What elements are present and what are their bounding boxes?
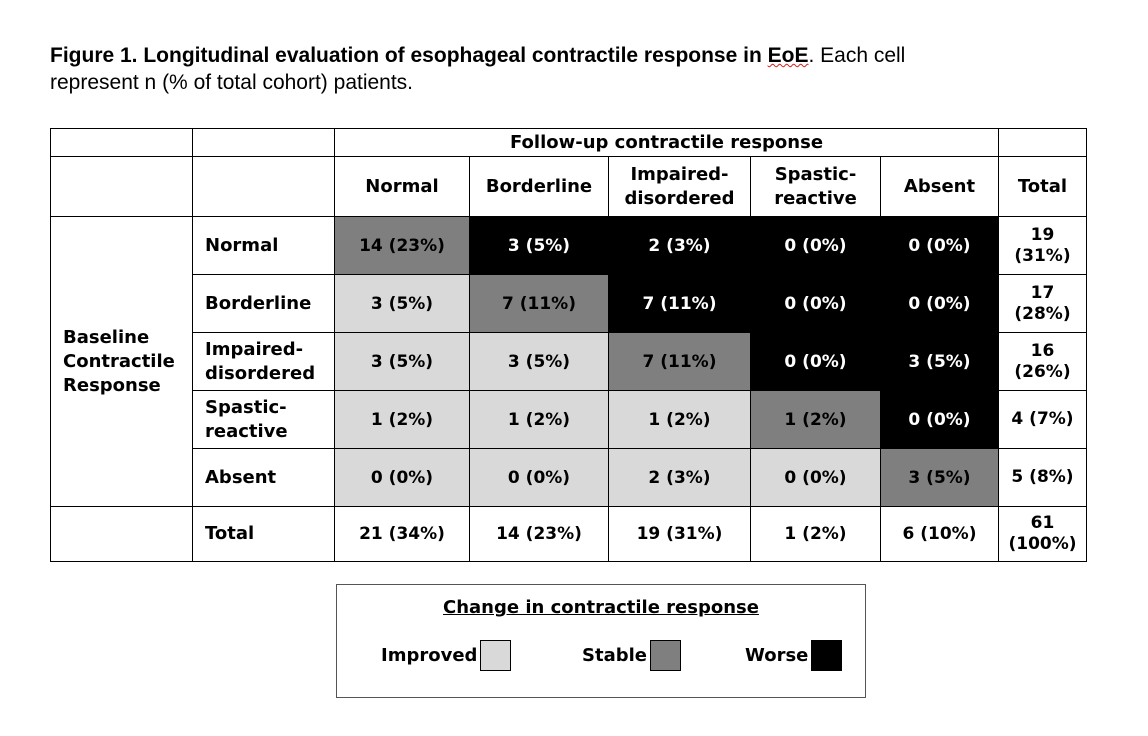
data-cell: 0 (0%): [880, 216, 999, 275]
table-row: Baseline Contractile Response Normal 14 (2…: [50, 216, 1087, 507]
table-row: Spastic-reactive 1 (2%) 1 (2%) 1 (2%) 1 (2%)…: [51, 390, 1087, 449]
row-total: 16 (26%): [998, 332, 1087, 391]
table-row: Impaired-disordered 3 (5%) 3 (5%) 7 (11%) 0 …: [51, 332, 1087, 391]
data-cell: 7 (11%): [469, 274, 609, 333]
data-cell: 2 (3%): [608, 216, 751, 275]
data-cell: 1 (2%): [469, 390, 609, 449]
column-total: 19 (31%): [608, 506, 751, 562]
row-total: 19 (31%): [998, 216, 1087, 275]
data-cell: 0 (0%): [880, 274, 999, 333]
caption-rest-line1: . Each cell: [808, 44, 906, 67]
column-total: 21 (34%): [334, 506, 470, 562]
data-cell: 7 (11%): [608, 332, 751, 391]
grand-total: 61 (100%): [998, 506, 1087, 562]
data-cell: 0 (0%): [750, 274, 881, 333]
caption-rest-line2: represent n (% of total cohort) patients…: [50, 71, 414, 94]
followup-header: Follow-up contractile response: [334, 128, 999, 157]
totals-row: Total 21 (34%) 14 (23%) 19 (31%) 1 (2%) 6 (10…: [50, 506, 1087, 562]
data-cell: 0 (0%): [880, 390, 999, 449]
totals-label: Total: [192, 506, 335, 562]
data-cell: 3 (5%): [469, 216, 609, 275]
figure-caption: Figure 1. Longitudinal evaluation of eso…: [50, 42, 1110, 96]
col-header-impaired-disordered: Impaired-disordered: [608, 156, 751, 217]
data-cell: 0 (0%): [750, 448, 881, 507]
column-total: 14 (23%): [469, 506, 609, 562]
caption-eoe: EoE: [767, 44, 809, 67]
row-total: 4 (7%): [998, 390, 1087, 449]
legend-box: Change in contractile response Improved …: [336, 584, 866, 698]
table-row: Borderline 3 (5%) 7 (11%) 7 (11%) 0 (0%) 0 (0…: [51, 274, 1087, 333]
col-header-total: Total: [998, 156, 1087, 217]
legend-swatch-stable: [649, 640, 681, 671]
legend-swatch-improved: [480, 640, 512, 671]
baseline-label: Baseline Contractile Response: [50, 216, 193, 507]
column-total: 1 (2%): [750, 506, 881, 562]
column-total: 6 (10%): [880, 506, 999, 562]
data-cell: 0 (0%): [334, 448, 470, 507]
row-total: 17 (28%): [998, 274, 1087, 333]
legend-title: Change in contractile response: [443, 597, 759, 618]
row-label-impaired-disordered: Impaired-disordered: [192, 332, 335, 391]
legend-label-improved: Improved: [381, 645, 478, 666]
data-cell: 14 (23%): [334, 216, 470, 275]
legend-item-worse: Worse: [745, 640, 843, 671]
legend-item-improved: Improved: [381, 640, 512, 671]
data-cell: 3 (5%): [469, 332, 609, 391]
legend-item-stable: Stable: [582, 640, 681, 671]
legend-label-stable: Stable: [582, 645, 647, 666]
data-cell: 1 (2%): [750, 390, 881, 449]
row-label-spastic-reactive: Spastic-reactive: [192, 390, 335, 449]
row-label-normal: Normal: [192, 216, 335, 275]
table-row: Absent 0 (0%) 0 (0%) 2 (3%) 0 (0%) 3 (5%) 5 (8…: [51, 448, 1087, 507]
data-cell: 3 (5%): [880, 448, 999, 507]
legend-label-worse: Worse: [745, 645, 809, 666]
data-cell: 3 (5%): [334, 332, 470, 391]
data-cell: 1 (2%): [608, 390, 751, 449]
data-cell: 3 (5%): [334, 274, 470, 333]
data-cell: 0 (0%): [469, 448, 609, 507]
row-label-borderline: Borderline: [192, 274, 335, 333]
legend-swatch-worse: [811, 640, 843, 671]
header-row-2: Normal Borderline Impaired-disordered Sp…: [50, 156, 1087, 217]
caption-title: Figure 1. Longitudinal evaluation of eso…: [50, 44, 768, 67]
col-header-absent: Absent: [880, 156, 999, 217]
row-label-absent: Absent: [192, 448, 335, 507]
col-header-spastic-reactive: Spastic-reactive: [750, 156, 881, 217]
contractile-response-table: Follow-up contractile response Normal Bo…: [50, 128, 1087, 562]
data-cell: 3 (5%): [880, 332, 999, 391]
row-total: 5 (8%): [998, 448, 1087, 507]
totals-blank: [50, 506, 193, 562]
data-cell: 0 (0%): [750, 216, 881, 275]
data-cell: 1 (2%): [334, 390, 470, 449]
header-row-1: Follow-up contractile response: [50, 128, 1087, 157]
col-header-normal: Normal: [334, 156, 470, 217]
data-cell: 0 (0%): [750, 332, 881, 391]
data-cell: 2 (3%): [608, 448, 751, 507]
col-header-borderline: Borderline: [469, 156, 609, 217]
data-cell: 7 (11%): [608, 274, 751, 333]
